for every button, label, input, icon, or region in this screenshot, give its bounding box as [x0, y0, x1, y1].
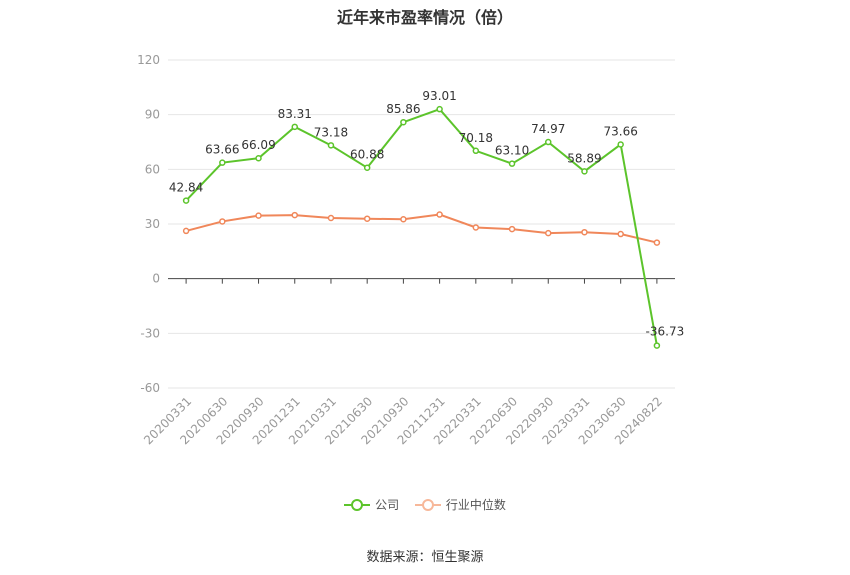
legend-item-company[interactable]: 公司 — [344, 496, 399, 513]
company-point — [291, 123, 298, 131]
y-tick-label: -30 — [140, 326, 160, 340]
company-series-line — [185, 108, 658, 346]
industry-median-point — [653, 239, 661, 246]
company-point — [363, 164, 371, 171]
company-data-label: 85.86 — [386, 102, 420, 116]
source-note: 数据来源：恒生聚源 — [366, 550, 484, 565]
y-tick-label: 0 — [152, 272, 160, 286]
company-data-label: 93.01 — [422, 89, 456, 103]
industry-median-point — [219, 218, 226, 225]
company-point — [255, 154, 262, 162]
legend-company-label: 公司 — [375, 498, 400, 512]
company-point — [545, 138, 552, 146]
industry-median-point — [436, 211, 443, 218]
industry-median-point — [182, 227, 190, 235]
y-tick-label: 90 — [145, 108, 160, 122]
y-tick-label: 30 — [145, 217, 160, 231]
company-point — [617, 141, 624, 148]
company-point — [653, 342, 661, 349]
industry-median-point — [327, 214, 335, 222]
company-data-label: 70.18 — [459, 131, 493, 145]
legend-company-marker — [344, 498, 371, 512]
industry-median-point — [581, 228, 588, 236]
company-point — [508, 160, 516, 167]
industry-median-point — [255, 212, 262, 219]
company-data-label: 73.18 — [314, 125, 348, 139]
company-point — [436, 105, 443, 113]
company-point — [472, 147, 480, 155]
y-tick-label: 120 — [137, 53, 160, 67]
company-data-label: -36.73 — [646, 325, 685, 339]
company-point — [327, 142, 335, 149]
y-tick-label: 60 — [145, 162, 160, 176]
company-data-label: 42.84 — [169, 181, 203, 195]
industry-median-series-line — [185, 213, 658, 244]
legend-industry-marker — [414, 498, 441, 512]
y-tick-label: -60 — [140, 381, 160, 395]
company-point — [182, 197, 190, 204]
company-point — [219, 159, 226, 166]
company-data-label: 66.09 — [241, 138, 275, 152]
industry-median-point — [400, 216, 407, 223]
company-data-label: 58.89 — [567, 151, 601, 165]
company-data-label: 60.88 — [350, 148, 384, 162]
industry-median-point — [363, 215, 371, 222]
chart-title: 近年来市盈率情况（倍） — [336, 8, 513, 27]
company-point — [400, 118, 407, 126]
legend: 公司 行业中位数 — [0, 496, 850, 515]
company-point — [581, 168, 588, 175]
company-data-label: 63.66 — [205, 143, 239, 157]
line-chart: -60-300306090120202003312020063020200930… — [137, 53, 685, 447]
legend-item-industry-median[interactable]: 行业中位数 — [414, 496, 506, 513]
industry-median-point — [472, 224, 480, 231]
company-data-label: 73.66 — [603, 124, 637, 138]
company-data-label: 83.31 — [278, 107, 312, 121]
industry-median-point — [545, 229, 552, 237]
industry-median-point — [617, 230, 624, 238]
industry-median-point — [291, 211, 298, 219]
industry-median-point — [508, 225, 516, 233]
company-data-label: 74.97 — [531, 122, 565, 136]
company-data-label: 63.10 — [495, 144, 529, 158]
legend-industry-label: 行业中位数 — [445, 498, 506, 512]
